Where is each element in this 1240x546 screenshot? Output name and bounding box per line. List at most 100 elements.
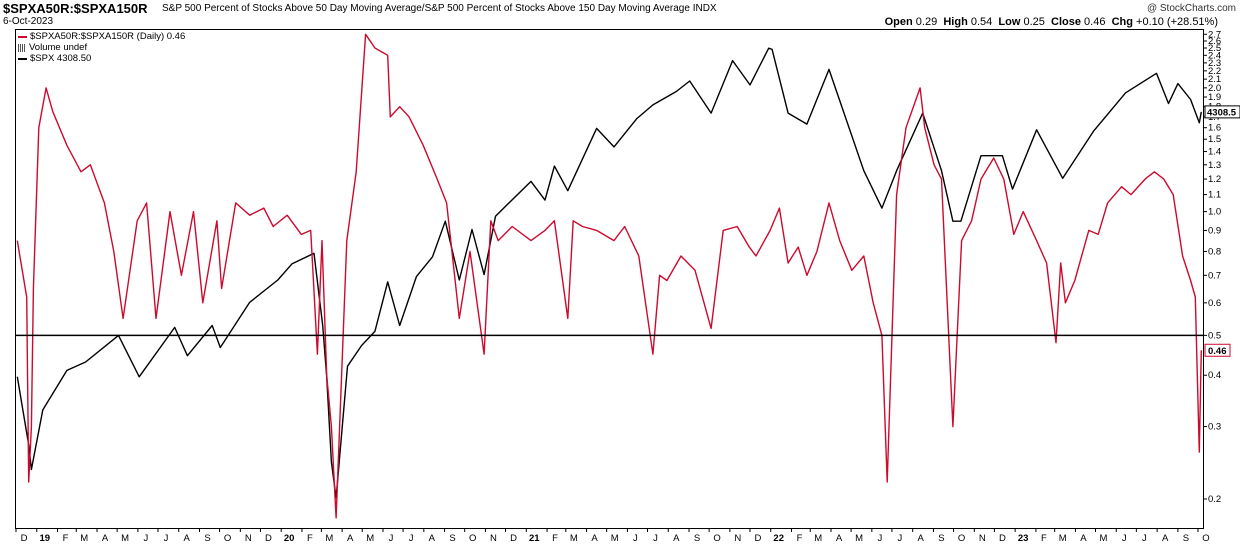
x-tick-label: M [121, 533, 129, 544]
ratio-series-line [16, 33, 1202, 519]
x-tick-label: S [449, 533, 455, 544]
x-tick-label: J [409, 533, 414, 544]
open-value: 0.29 [915, 16, 938, 28]
x-tick-label: J [164, 533, 169, 544]
x-tick-label: J [898, 533, 903, 544]
spx-last-label: 4308.5 [1207, 107, 1237, 118]
x-tick-label: O [958, 533, 965, 544]
x-tick-label: A [184, 533, 191, 544]
chart-date: 6-Oct-2023 [3, 16, 54, 27]
x-tick-label: A [591, 533, 598, 544]
y-tick-label: 1.1 [1208, 190, 1221, 201]
description-text: S&P 500 Percent of Stocks Above 50 Day M… [162, 3, 690, 14]
x-tick-label: 22 [773, 533, 784, 544]
ratio-swatch-icon [18, 35, 27, 38]
x-tick-label: 21 [529, 533, 540, 544]
x-tick-label: A [347, 533, 354, 544]
legend-spx-label: $SPX 4308.50 [30, 53, 92, 64]
x-tick-label: M [1100, 533, 1108, 544]
x-tick-label: J [633, 533, 638, 544]
y-tick-label: 2.0 [1208, 83, 1221, 94]
y-tick-label: 1.2 [1208, 174, 1221, 185]
x-tick-label: N [979, 533, 986, 544]
x-tick-label: F [1041, 533, 1047, 544]
legend-item-ratio: $SPXA50R:$SPXA150R (Daily) 0.46 [18, 31, 185, 42]
x-tick-label: J [1122, 533, 1127, 544]
x-tick-label: D [999, 533, 1006, 544]
low-value: 0.25 [1023, 16, 1045, 28]
x-tick-label: M [814, 533, 822, 544]
x-tick-label: M [611, 533, 619, 544]
exchange-text: INDX [692, 3, 717, 14]
overlay-layer: 0.46 4308.5 [16, 105, 1240, 357]
x-tick-label: S [938, 533, 944, 544]
x-tick-label: S [694, 533, 700, 544]
x-tick-label: O [713, 533, 720, 544]
y-tick-label: 2.5 [1208, 43, 1221, 54]
spx-swatch-icon [18, 57, 27, 60]
x-tick-label: M [570, 533, 578, 544]
x-tick-label: A [429, 533, 436, 544]
last-value-label: 0.46 [1208, 346, 1227, 357]
close-value: 0.46 [1084, 16, 1106, 28]
chart-symbol: $SPXA50R:$SPXA150R [3, 1, 148, 16]
x-tick-label: M [1059, 533, 1067, 544]
brand-label[interactable]: @ StockCharts.com [1146, 3, 1236, 14]
x-tick-label: M [855, 533, 863, 544]
x-tick-label: M [325, 533, 333, 544]
chg-value: +0.10 (+28.51%) [1136, 16, 1218, 28]
y-tick-label: 2.3 [1208, 58, 1221, 69]
x-tick-label: M [80, 533, 88, 544]
y-tick-label: 0.9 [1208, 225, 1221, 236]
y-tick-label: 1.6 [1208, 123, 1221, 134]
spx-series-line [16, 47, 1202, 499]
x-tick-label: N [734, 533, 741, 544]
low-label: Low [998, 16, 1021, 28]
volume-bars-icon [18, 43, 26, 52]
legend: $SPXA50R:$SPXA150R (Daily) 0.46 Volume u… [18, 31, 185, 64]
y-tick-label: 2.6 [1208, 36, 1221, 47]
x-tick-label: A [836, 533, 843, 544]
x-tick-label: A [1162, 533, 1169, 544]
x-tick-label: J [144, 533, 149, 544]
x-tick-label: J [389, 533, 394, 544]
x-tick-label: 20 [284, 533, 295, 544]
x-tick-label: F [63, 533, 69, 544]
x-tick-label: A [918, 533, 925, 544]
x-tick-label: A [673, 533, 680, 544]
x-tick-label: F [552, 533, 558, 544]
x-tick-label: S [1183, 533, 1189, 544]
y-tick-label: 0.7 [1208, 270, 1221, 281]
y-tick-label: 0.8 [1208, 246, 1221, 257]
y-tick-label: 0.4 [1208, 370, 1221, 381]
x-tick-label: 19 [39, 533, 50, 544]
y-tick-label: 1.9 [1208, 92, 1221, 103]
y-tick-label: 1.0 [1208, 207, 1221, 218]
x-axis: D 19 F M A M J J A S O N D 20 F M A M J J A S O N D 21 F M A M J J A S O N D… [15, 528, 1210, 544]
y-axis: 0.2 0.3 0.4 0.5 0.6 0.7 0.8 0.9 1.0 1.1 1.2 1.3 1.4 1… [1204, 29, 1221, 505]
chart-description: S&P 500 Percent of Stocks Above 50 Day M… [162, 3, 717, 14]
y-tick-label: 2.7 [1208, 29, 1221, 40]
x-tick-label: D [510, 533, 517, 544]
last-value-tag [1204, 343, 1231, 357]
y-tick-label: 0.3 [1208, 422, 1221, 433]
chg-label: Chg [1111, 16, 1133, 28]
legend-volume-label: Volume undef [29, 42, 88, 53]
legend-item-volume: Volume undef [18, 42, 185, 53]
y-tick-label: 1.3 [1208, 160, 1221, 171]
x-tick-label: O [224, 533, 231, 544]
x-tick-label: F [797, 533, 803, 544]
spx-last-tag [1204, 105, 1240, 119]
x-tick-label: D [21, 533, 28, 544]
x-tick-label: N [490, 533, 497, 544]
legend-ratio-label: $SPXA50R:$SPXA150R (Daily) 0.46 [30, 31, 186, 42]
y-tick-label: 1.4 [1208, 147, 1221, 158]
x-tick-label: O [1202, 533, 1209, 544]
x-tick-label: J [1142, 533, 1147, 544]
x-tick-label: S [204, 533, 210, 544]
plot-frame [15, 29, 1204, 529]
legend-item-spx: $SPX 4308.50 [18, 53, 185, 64]
x-tick-label: D [755, 533, 762, 544]
x-tick-label: J [877, 533, 882, 544]
